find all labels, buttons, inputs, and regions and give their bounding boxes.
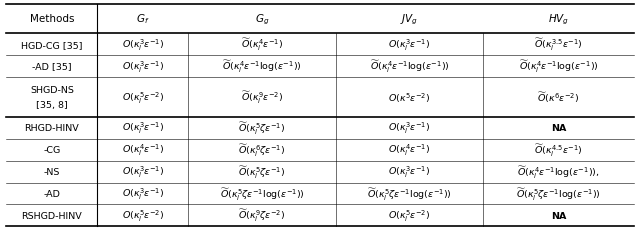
Text: NA: NA xyxy=(550,124,566,133)
Text: $\widetilde{O}(\kappa_l^5\zeta\epsilon^{-1}\log(\epsilon^{-1}))$: $\widetilde{O}(\kappa_l^5\zeta\epsilon^{… xyxy=(367,186,452,202)
Text: $\widetilde{O}(\kappa_l^4\epsilon^{-1}\log(\epsilon^{-1}))$: $\widetilde{O}(\kappa_l^4\epsilon^{-1}\l… xyxy=(518,59,598,75)
Text: $O(\kappa_l^3\epsilon^{-1})$: $O(\kappa_l^3\epsilon^{-1})$ xyxy=(122,121,164,136)
Text: $\widetilde{O}(\kappa_l^6\zeta\epsilon^{-1})$: $\widetilde{O}(\kappa_l^6\zeta\epsilon^{… xyxy=(238,142,285,158)
Text: $O(\kappa_l^3\epsilon^{-1})$: $O(\kappa_l^3\epsilon^{-1})$ xyxy=(122,59,164,74)
Text: $O(\kappa_l^3\epsilon^{-1})$: $O(\kappa_l^3\epsilon^{-1})$ xyxy=(122,164,164,179)
Text: $O(\kappa_l^5\epsilon^{-2})$: $O(\kappa_l^5\epsilon^{-2})$ xyxy=(122,90,164,105)
Text: $\widetilde{O}(\kappa_l^5\zeta\epsilon^{-1}\log(\epsilon^{-1}))$: $\widetilde{O}(\kappa_l^5\zeta\epsilon^{… xyxy=(220,186,305,202)
Text: $\widetilde{O}(\kappa_l^5\zeta\epsilon^{-1}\log(\epsilon^{-1}))$: $\widetilde{O}(\kappa_l^5\zeta\epsilon^{… xyxy=(516,186,601,202)
Text: $\widetilde{O}(\kappa_l^4\epsilon^{-1}\log(\epsilon^{-1}))$: $\widetilde{O}(\kappa_l^4\epsilon^{-1}\l… xyxy=(369,59,449,75)
Text: -NS: -NS xyxy=(44,167,60,176)
Text: $O(\kappa^5\epsilon^{-2})$: $O(\kappa^5\epsilon^{-2})$ xyxy=(388,91,431,104)
Text: $\widetilde{O}(\kappa_l^4\epsilon^{-1}\log(\epsilon^{-1}))$: $\widetilde{O}(\kappa_l^4\epsilon^{-1}\l… xyxy=(222,59,302,75)
Text: -AD: -AD xyxy=(44,189,60,198)
Text: $\widetilde{O}(\kappa_l^{3.5}\epsilon^{-1})$: $\widetilde{O}(\kappa_l^{3.5}\epsilon^{-… xyxy=(534,37,582,53)
Text: $JV_g$: $JV_g$ xyxy=(400,12,419,27)
Text: $\widetilde{O}(\kappa_l^{4.5}\epsilon^{-1})$: $\widetilde{O}(\kappa_l^{4.5}\epsilon^{-… xyxy=(534,142,582,158)
Text: $O(\kappa_l^3\epsilon^{-1})$: $O(\kappa_l^3\epsilon^{-1})$ xyxy=(122,37,164,53)
Text: $O(\kappa_l^5\epsilon^{-2})$: $O(\kappa_l^5\epsilon^{-2})$ xyxy=(122,208,164,223)
Text: $\widetilde{O}(\kappa_l^9\epsilon^{-2})$: $\widetilde{O}(\kappa_l^9\epsilon^{-2})$ xyxy=(241,90,283,106)
Text: SHGD-NS: SHGD-NS xyxy=(30,86,74,95)
Text: $G_g$: $G_g$ xyxy=(255,12,269,27)
Text: RHGD-HINV: RHGD-HINV xyxy=(24,124,79,133)
Text: $\widetilde{O}(\kappa_l^5\zeta\epsilon^{-1})$: $\widetilde{O}(\kappa_l^5\zeta\epsilon^{… xyxy=(238,164,285,180)
Text: NA: NA xyxy=(550,211,566,220)
Text: -CG: -CG xyxy=(44,146,61,155)
Text: $O(\kappa_l^3\epsilon^{-1})$: $O(\kappa_l^3\epsilon^{-1})$ xyxy=(388,37,431,53)
Text: [35, 8]: [35, 8] xyxy=(36,100,68,109)
Text: $HV_g$: $HV_g$ xyxy=(548,12,569,27)
Text: $O(\kappa_l^4\epsilon^{-1})$: $O(\kappa_l^4\epsilon^{-1})$ xyxy=(388,143,431,158)
Text: $O(\kappa_l^5\epsilon^{-2})$: $O(\kappa_l^5\epsilon^{-2})$ xyxy=(388,208,431,223)
Text: $O(\kappa_l^4\epsilon^{-1})$: $O(\kappa_l^4\epsilon^{-1})$ xyxy=(122,143,164,158)
Text: $\widetilde{O}(\kappa_l^4\epsilon^{-1}\log(\epsilon^{-1}))$,: $\widetilde{O}(\kappa_l^4\epsilon^{-1}\l… xyxy=(517,164,600,180)
Text: $\widetilde{O}(\kappa_l^5\zeta\epsilon^{-1})$: $\widetilde{O}(\kappa_l^5\zeta\epsilon^{… xyxy=(238,120,285,136)
Text: $\widetilde{O}(\kappa_l^9\zeta\epsilon^{-2})$: $\widetilde{O}(\kappa_l^9\zeta\epsilon^{… xyxy=(238,207,285,224)
Text: Methods: Methods xyxy=(29,14,74,24)
Text: $O(\kappa_l^3\epsilon^{-1})$: $O(\kappa_l^3\epsilon^{-1})$ xyxy=(122,186,164,201)
Text: RSHGD-HINV: RSHGD-HINV xyxy=(22,211,83,220)
Text: $\widetilde{O}(\kappa_l^4\epsilon^{-1})$: $\widetilde{O}(\kappa_l^4\epsilon^{-1})$ xyxy=(241,37,283,53)
Text: $\widetilde{O}(\kappa^6\epsilon^{-2})$: $\widetilde{O}(\kappa^6\epsilon^{-2})$ xyxy=(537,90,579,105)
Text: $O(\kappa_l^3\epsilon^{-1})$: $O(\kappa_l^3\epsilon^{-1})$ xyxy=(388,121,431,136)
Text: $O(\kappa_l^3\epsilon^{-1})$: $O(\kappa_l^3\epsilon^{-1})$ xyxy=(388,164,431,179)
Text: -AD [35]: -AD [35] xyxy=(32,62,72,71)
Text: $G_f$: $G_f$ xyxy=(136,12,150,26)
Text: HGD-CG [35]: HGD-CG [35] xyxy=(21,40,83,49)
